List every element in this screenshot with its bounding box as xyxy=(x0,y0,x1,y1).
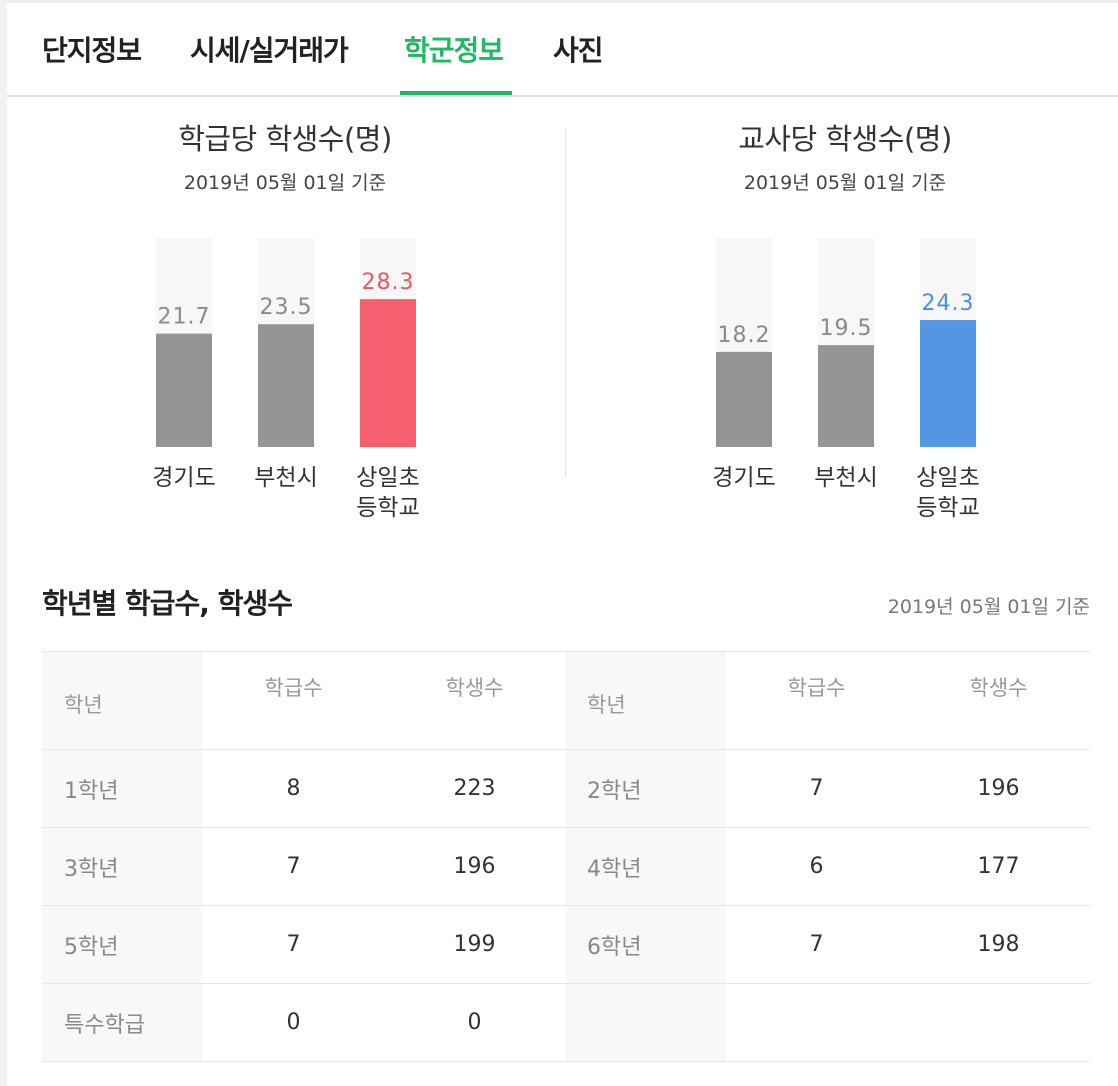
header-students: 학생수 xyxy=(907,651,1090,750)
students-per-teacher-chart: 교사당 학생수(명) 2019년 05월 01일 기준 18.2 경기도 19.5 부… xyxy=(595,110,1095,530)
active-tab-indicator xyxy=(400,91,512,95)
student-count: 198 xyxy=(907,905,1090,984)
students-per-class-chart: 학급당 학생수(명) 2019년 05월 01일 기준 21.7 경기도 23.5 부… xyxy=(35,110,535,530)
student-count: 196 xyxy=(384,827,565,906)
tab-photos[interactable]: 사진 xyxy=(553,34,604,67)
left-border xyxy=(0,0,7,1086)
bar xyxy=(716,351,772,447)
grade-label: 3학년 xyxy=(42,827,203,906)
bar-category-label: 상일초 등학교 xyxy=(356,465,419,521)
table-row: 특수학급 0 0 xyxy=(42,983,1090,1062)
bar-category-label: 경기도 xyxy=(712,465,775,491)
bar xyxy=(818,345,874,447)
table-header-row: 학년 학급수 학생수 학년 학급수 학생수 xyxy=(42,651,1090,750)
chart-title: 학급당 학생수(명) xyxy=(178,122,392,156)
grade-label: 2학년 xyxy=(565,749,726,828)
class-count: 7 xyxy=(203,827,384,906)
bar xyxy=(156,333,212,447)
student-count xyxy=(907,983,1090,1062)
bar-category-label: 부천시 xyxy=(814,465,877,491)
grade-table: 학년 학급수 학생수 학년 학급수 학생수 1학년 8 223 2학년 7 19… xyxy=(42,651,1090,1062)
class-count: 7 xyxy=(726,905,907,984)
grade-label: 6학년 xyxy=(565,905,726,984)
bar-value-label: 23.5 xyxy=(260,295,313,320)
bar-value-label: 28.3 xyxy=(362,270,415,295)
grade-label: 특수학급 xyxy=(42,983,203,1062)
chart-divider xyxy=(565,128,566,478)
bar xyxy=(258,324,314,447)
tab-price-transactions[interactable]: 시세/실거래가 xyxy=(190,34,349,67)
grade-label: 1학년 xyxy=(42,749,203,828)
grade-label: 4학년 xyxy=(565,827,726,906)
grade-label xyxy=(565,983,726,1062)
class-count: 6 xyxy=(726,827,907,906)
bar-category-label: 부천시 xyxy=(254,465,317,491)
class-count xyxy=(726,983,907,1062)
bar-category-label: 상일초 등학교 xyxy=(916,465,979,521)
student-count: 196 xyxy=(907,749,1090,828)
chart-date: 2019년 05월 01일 기준 xyxy=(743,172,947,194)
table-row: 5학년 7 199 6학년 7 198 xyxy=(42,905,1090,984)
grade-label: 5학년 xyxy=(42,905,203,984)
tab-complex-info[interactable]: 단지정보 xyxy=(42,34,142,67)
student-count: 199 xyxy=(384,905,565,984)
bar-category-label: 경기도 xyxy=(152,465,215,491)
student-count: 223 xyxy=(384,749,565,828)
section-date: 2019년 05월 01일 기준 xyxy=(887,596,1090,618)
class-count: 7 xyxy=(203,905,384,984)
bar-value-label: 19.5 xyxy=(820,316,873,341)
header-students: 학생수 xyxy=(384,651,565,750)
class-count: 8 xyxy=(203,749,384,828)
bar-value-label: 18.2 xyxy=(718,323,771,348)
class-count: 0 xyxy=(203,983,384,1062)
header-grade: 학년 xyxy=(565,651,726,750)
bar-chart: 21.7 경기도 23.5 부천시 28.3 상일초 등학교 xyxy=(152,238,420,521)
table-row: 1학년 8 223 2학년 7 196 xyxy=(42,749,1090,828)
bar-chart: 18.2 경기도 19.5 부천시 24.3 상일초 등학교 xyxy=(712,238,980,521)
bar-value-label: 24.3 xyxy=(922,291,975,316)
bar xyxy=(360,299,416,447)
bar-value-label: 21.7 xyxy=(158,305,211,330)
top-border xyxy=(0,0,1118,3)
header-grade: 학년 xyxy=(42,651,203,750)
student-count: 0 xyxy=(384,983,565,1062)
section-title: 학년별 학급수, 학생수 xyxy=(42,587,293,620)
bar xyxy=(920,320,976,447)
student-count: 177 xyxy=(907,827,1090,906)
tab-school-district[interactable]: 학군정보 xyxy=(404,34,504,67)
tab-bar: 단지정보 시세/실거래가 학군정보 사진 xyxy=(7,3,1118,97)
class-count: 7 xyxy=(726,749,907,828)
table-row: 3학년 7 196 4학년 6 177 xyxy=(42,827,1090,906)
chart-date: 2019년 05월 01일 기준 xyxy=(183,172,387,194)
header-classes: 학급수 xyxy=(726,651,907,750)
chart-title: 교사당 학생수(명) xyxy=(738,122,952,156)
header-classes: 학급수 xyxy=(203,651,384,750)
